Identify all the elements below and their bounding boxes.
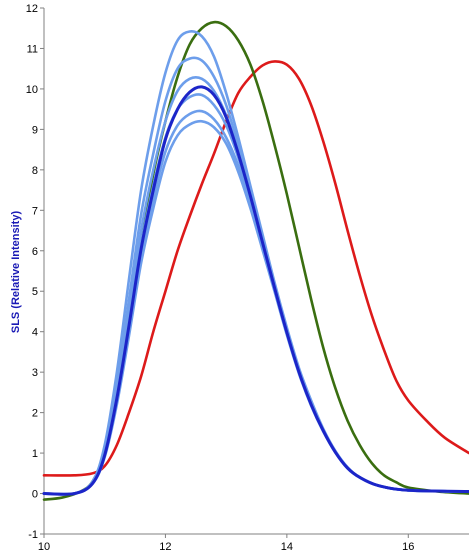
x-tick-label: 14 — [281, 541, 293, 553]
y-tick-label: 5 — [32, 286, 38, 298]
y-tick-label: 0 — [32, 489, 38, 501]
chart-axes — [40, 7, 469, 538]
x-tick-label: 10 — [38, 541, 50, 553]
series-line-1 — [42, 60, 469, 477]
series-line-9 — [42, 85, 469, 496]
y-tick-label: -1 — [28, 529, 38, 541]
y-tick-label: 9 — [32, 124, 38, 136]
chart-lines — [42, 20, 469, 501]
series-line-4 — [42, 56, 469, 496]
y-axis-label: SLS (Relative Intensity) — [10, 211, 22, 334]
x-tick-label: 12 — [159, 541, 171, 553]
series-line-3 — [42, 30, 469, 496]
y-tick-label: 2 — [32, 408, 38, 420]
y-tick-label: 12 — [26, 3, 38, 15]
x-tick-label: 16 — [402, 541, 414, 553]
y-tick-label: 8 — [32, 165, 38, 177]
y-tick-label: 7 — [32, 205, 38, 217]
y-tick-label: 6 — [32, 246, 38, 258]
y-tick-label: 11 — [27, 43, 38, 55]
y-tick-label: 10 — [26, 84, 38, 96]
y-tick-label: 1 — [32, 448, 38, 460]
y-tick-label: 3 — [32, 367, 38, 379]
y-tick-label: 4 — [32, 327, 38, 339]
